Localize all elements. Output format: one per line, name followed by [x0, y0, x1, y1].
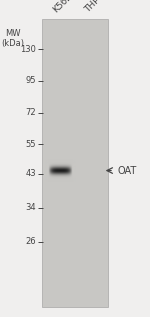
- Text: 95: 95: [26, 76, 36, 85]
- Text: K562: K562: [51, 0, 74, 14]
- Text: 26: 26: [25, 237, 36, 246]
- Text: THP-1: THP-1: [83, 0, 108, 14]
- Text: MW
(kDa): MW (kDa): [1, 29, 24, 48]
- Text: 43: 43: [25, 169, 36, 178]
- Text: 130: 130: [20, 45, 36, 54]
- Text: 34: 34: [25, 203, 36, 212]
- Text: OAT: OAT: [118, 165, 137, 176]
- Text: 55: 55: [26, 140, 36, 149]
- Text: 72: 72: [25, 108, 36, 117]
- Bar: [42, 19, 108, 307]
